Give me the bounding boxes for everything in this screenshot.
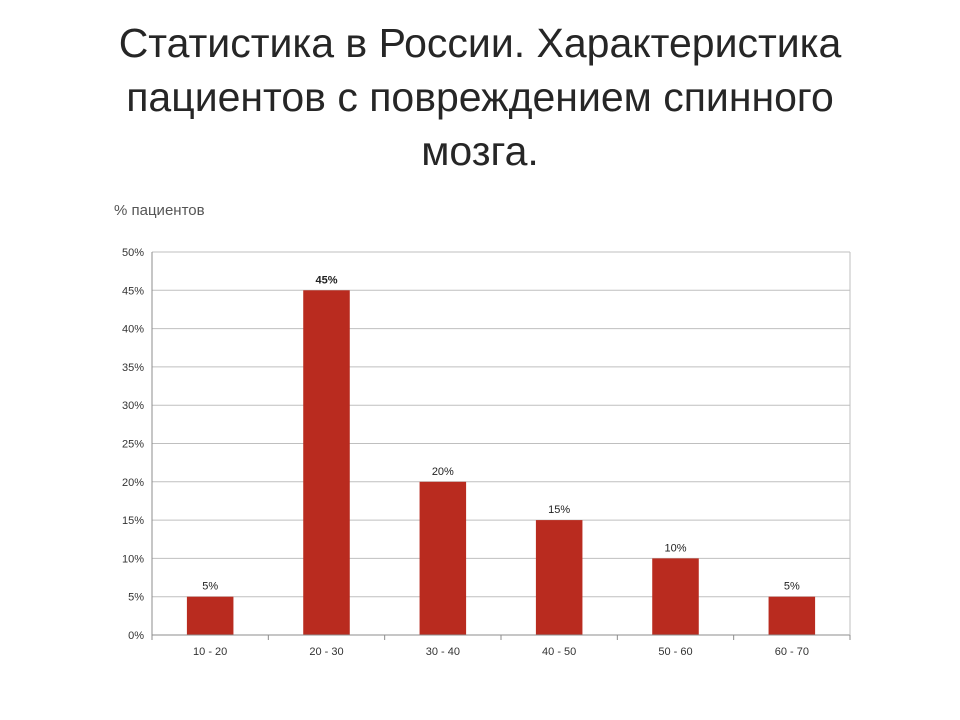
y-tick-label: 35% — [122, 362, 144, 374]
x-tick-label: 20 - 30 — [309, 646, 343, 658]
y-tick-label: 5% — [128, 592, 144, 604]
y-tick-label: 45% — [122, 285, 144, 297]
y-tick-label: 10% — [122, 553, 144, 565]
y-tick-label: 20% — [122, 477, 144, 489]
bar — [768, 596, 816, 635]
slide-title-line-3: мозга. — [421, 128, 539, 174]
slide-title-line-2: пациентов с повреждением спинного — [126, 74, 834, 120]
axes — [151, 252, 851, 640]
y-axis-label: % пациентов — [114, 202, 205, 219]
slide-title-line-1: Статистика в России. Характеристика — [118, 20, 842, 66]
x-tick-label: 10 - 20 — [193, 646, 227, 658]
x-tick-label: 60 - 70 — [775, 646, 809, 658]
bar — [186, 596, 234, 635]
data-label: 45% — [315, 274, 337, 286]
data-label: 5% — [784, 581, 800, 593]
labels: 0% 5% 10% 15% 20% 25% 30% 35% 40% 45% 50% 10 - 20 5%… — [122, 247, 809, 658]
y-tick-label: 30% — [122, 400, 144, 412]
x-tick-label: 30 - 40 — [426, 646, 460, 658]
x-tick-label: 40 - 50 — [542, 646, 576, 658]
bars — [186, 290, 816, 635]
data-label: 15% — [548, 504, 570, 516]
y-tick-label: 25% — [122, 439, 144, 451]
data-label: 20% — [432, 466, 454, 478]
data-label: 10% — [664, 542, 686, 554]
bar — [535, 520, 583, 635]
y-tick-label: 15% — [122, 515, 144, 527]
bar — [419, 481, 467, 635]
x-tick-label: 50 - 60 — [658, 646, 692, 658]
y-tick-label: 50% — [122, 247, 144, 259]
y-tick-label: 40% — [122, 324, 144, 336]
slide-title: Статистика в России. Характеристика паци… — [60, 16, 900, 178]
data-label: 5% — [202, 581, 218, 593]
bar — [652, 558, 699, 635]
gridlines — [152, 251, 850, 598]
y-tick-label: 0% — [128, 630, 144, 642]
bar — [303, 290, 350, 635]
